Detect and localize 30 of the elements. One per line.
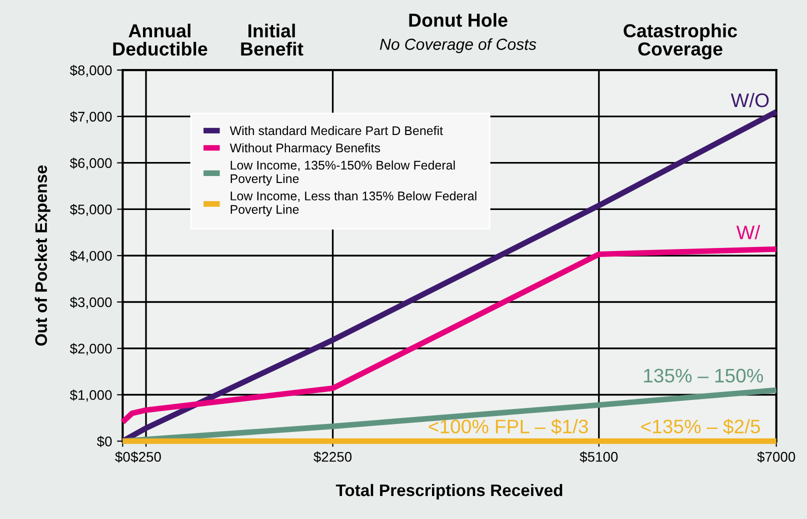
x-tick-label: $250	[130, 451, 161, 463]
legend-label: Without Pharmacy Benefits	[230, 143, 380, 155]
x-tick-label: $2250	[314, 451, 352, 463]
y-tick-label: $3,000	[70, 296, 112, 309]
x-tick-label: $5100	[580, 451, 618, 463]
annotation: W/O	[730, 92, 769, 108]
annotation: W/	[736, 225, 760, 240]
annotation: 135% – 150%	[644, 368, 763, 383]
y-tick-label: $1,000	[70, 390, 112, 402]
annotation: <135% – $2/5	[641, 418, 760, 435]
x-tick-label: $0	[115, 451, 130, 463]
y-tick-label: $7,000	[70, 111, 112, 124]
legend-label: Low Income, Less than 135% Below Federal Poverty Line	[230, 191, 476, 216]
text: No Coverage of Costs	[380, 38, 536, 54]
y-tick-label: $2,000	[70, 343, 112, 356]
text: Annual Deductible	[113, 24, 208, 56]
x-axis-title: Total Prescriptions Received	[336, 484, 562, 500]
y-tick-label: $6,000	[70, 158, 112, 170]
x-tick-label: $7000	[757, 451, 796, 463]
y-tick-label: $0	[96, 436, 112, 448]
annotation: <100% FPL – $1/3	[428, 418, 588, 435]
legend-label: With standard Medicare Part D Benefit	[230, 126, 443, 136]
y-tick-label: $5,000	[70, 204, 112, 216]
text: Donut Hole	[409, 13, 508, 27]
y-axis-title: Out of Pocket Expense	[34, 165, 50, 346]
text: Initial Benefit	[241, 24, 304, 56]
text: Catastrophic Coverage	[624, 24, 738, 60]
legend-label: Low Income, 135%-150% Below Federal Poverty Line	[230, 160, 455, 186]
y-tick-label: $4,000	[70, 250, 112, 262]
y-tick-label: $8,000	[70, 64, 112, 77]
